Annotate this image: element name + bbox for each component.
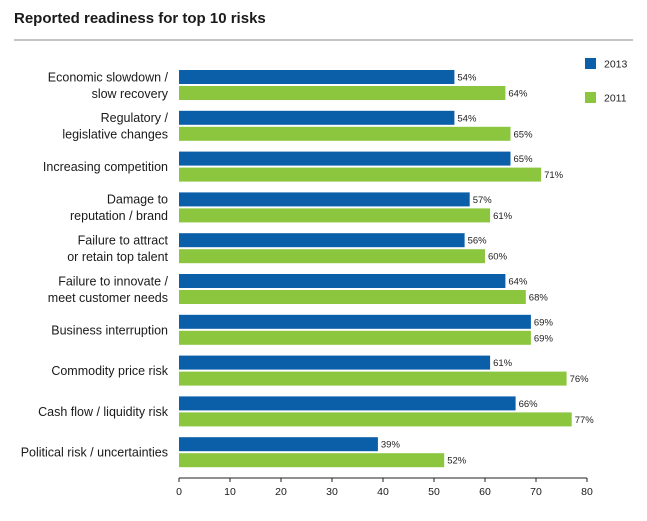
value-label-2013-9: 39%	[381, 440, 401, 451]
value-label-2013-3: 57%	[473, 195, 493, 206]
category-label-0-0: Economic slowdown /	[48, 70, 169, 84]
value-label-2013-6: 69%	[534, 317, 554, 328]
value-label-2013-0: 54%	[457, 73, 477, 84]
bar-2011-1	[179, 126, 511, 141]
legend-swatch-2011	[585, 92, 596, 103]
bar-2013-7	[179, 355, 491, 370]
bar-2011-3	[179, 208, 491, 223]
bar-2013-8	[179, 396, 516, 411]
value-label-2011-5: 68%	[529, 293, 549, 304]
category-label-3-0: Damage to	[107, 193, 168, 207]
value-label-2011-0: 64%	[508, 89, 528, 100]
x-tick-label-8: 80	[581, 486, 593, 498]
value-label-2013-8: 66%	[519, 399, 539, 410]
bar-2011-5	[179, 290, 526, 304]
value-label-2011-4: 60%	[488, 252, 508, 263]
value-label-2011-9: 52%	[447, 456, 467, 467]
category-labels: Economic slowdown / slow recovery Regulato…	[21, 70, 169, 459]
category-label-6-0: Business interruption	[51, 323, 168, 337]
category-label-4-0: Failure to attract	[78, 233, 169, 247]
value-label-2013-1: 54%	[457, 113, 477, 124]
legend-swatch-2013	[585, 58, 596, 69]
x-tick-label-7: 70	[530, 486, 542, 498]
value-label-2011-2: 71%	[544, 170, 564, 181]
category-label-1-1: legislative changes	[62, 128, 168, 142]
category-label-7-0: Commodity price risk	[51, 364, 168, 378]
bar-2013-6	[179, 314, 531, 329]
value-label-2013-7: 61%	[493, 358, 513, 369]
x-tick-label-6: 60	[479, 486, 491, 498]
category-label-9-0: Political risk / uncertainties	[21, 446, 168, 460]
bar-2011-4	[179, 249, 485, 264]
value-label-2011-7: 76%	[570, 374, 590, 385]
bar-2011-8	[179, 412, 572, 427]
legend: 2013 2011	[585, 58, 628, 105]
value-label-2011-6: 69%	[534, 333, 554, 344]
bars-layer: 54%64%54%65%65%71%57%61%56%60%64%68%69%6…	[179, 70, 595, 468]
category-label-0-1: slow recovery	[92, 87, 169, 101]
x-tick-label-3: 30	[326, 486, 338, 498]
x-tick-label-0: 0	[176, 486, 182, 498]
bar-2013-0	[179, 70, 455, 84]
bar-2013-5	[179, 274, 506, 288]
value-label-2013-2: 65%	[514, 154, 534, 165]
bar-2013-9	[179, 437, 378, 452]
category-label-1-0: Regulatory /	[101, 111, 169, 125]
bar-2013-2	[179, 151, 511, 166]
category-label-4-1: or retain top talent	[67, 250, 168, 264]
x-axis: 0 10 20 30 40 50 60 70 80	[176, 477, 593, 498]
bar-2011-2	[179, 167, 542, 182]
bar-2011-9	[179, 453, 445, 468]
x-tick-label-2: 20	[275, 486, 287, 498]
value-label-2011-3: 61%	[493, 211, 513, 222]
category-label-2-0: Increasing competition	[43, 160, 168, 174]
bar-2011-0	[179, 86, 506, 100]
legend-label-2013: 2013	[604, 59, 628, 71]
category-label-8-0: Cash flow / liquidity risk	[38, 405, 169, 419]
category-label-5-0: Failure to innovate /	[58, 274, 168, 288]
x-tick-label-4: 40	[377, 486, 389, 498]
bar-2011-7	[179, 371, 567, 386]
chart-title: Reported readiness for top 10 risks	[14, 10, 266, 27]
bar-2013-4	[179, 233, 465, 248]
bar-2013-3	[179, 192, 470, 207]
value-label-2011-1: 65%	[514, 129, 534, 140]
bar-2013-1	[179, 110, 455, 125]
bar-2011-6	[179, 330, 531, 345]
category-label-5-1: meet customer needs	[48, 291, 168, 305]
x-tick-label-5: 50	[428, 486, 440, 498]
category-label-3-1: reputation / brand	[70, 209, 168, 223]
legend-label-2011: 2011	[604, 93, 627, 105]
x-tick-label-1: 10	[224, 486, 236, 498]
value-label-2011-8: 77%	[575, 415, 595, 426]
value-label-2013-4: 56%	[468, 236, 488, 247]
value-label-2013-5: 64%	[508, 277, 528, 288]
